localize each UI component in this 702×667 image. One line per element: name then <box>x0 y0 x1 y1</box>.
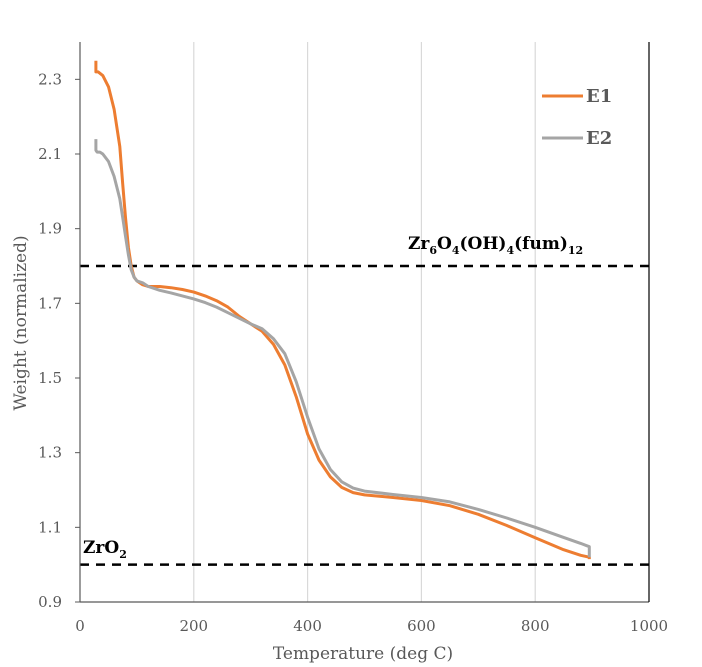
legend-label-e1: E1 <box>586 86 612 107</box>
reference-label-zro2-text: ZrO2 <box>83 538 127 561</box>
axes <box>75 42 650 603</box>
gridlines <box>193 42 536 602</box>
series-lines <box>94 60 591 560</box>
x-tick-label: 400 <box>293 617 322 635</box>
y-tick-label: 1.7 <box>38 294 62 312</box>
x-tick-label: 0 <box>75 617 85 635</box>
reference-label-zr6o4: Zr6O4(OH)4(fum)12 <box>408 234 583 257</box>
y-tick-label: 2.3 <box>38 70 62 88</box>
x-tick-label: 600 <box>407 617 436 635</box>
legend-label-e2: E2 <box>586 128 612 149</box>
x-tick-label: 800 <box>521 617 550 635</box>
y-tick-label: 1.3 <box>38 444 62 462</box>
y-tick-label: 1.5 <box>38 369 62 387</box>
y-tick-label: 2.1 <box>38 145 62 163</box>
series-line-e2 <box>94 139 591 558</box>
y-axis-title: Weight (normalized) <box>11 235 31 410</box>
series-line-e1 <box>94 60 591 560</box>
tick-labels: 0 200 400 600 800 1000 0.9 1.1 1.3 1.5 1.7 1.9 2.1 2.… <box>38 70 668 635</box>
x-axis-title: Temperature (deg C) <box>273 644 453 664</box>
y-tick-label: 1.1 <box>38 518 62 536</box>
x-tick-label: 200 <box>179 617 208 635</box>
y-tick-label: 1.9 <box>38 220 62 238</box>
y-tick-label: 0.9 <box>38 593 62 611</box>
x-tick-label: 1000 <box>630 617 668 635</box>
reference-label-zro2: ZrO2 <box>83 538 127 561</box>
reference-lines <box>80 264 649 566</box>
legend: E1 E2 <box>542 86 612 149</box>
reference-label-zr6o4-text: Zr6O4(OH)4(fum)12 <box>408 234 583 257</box>
